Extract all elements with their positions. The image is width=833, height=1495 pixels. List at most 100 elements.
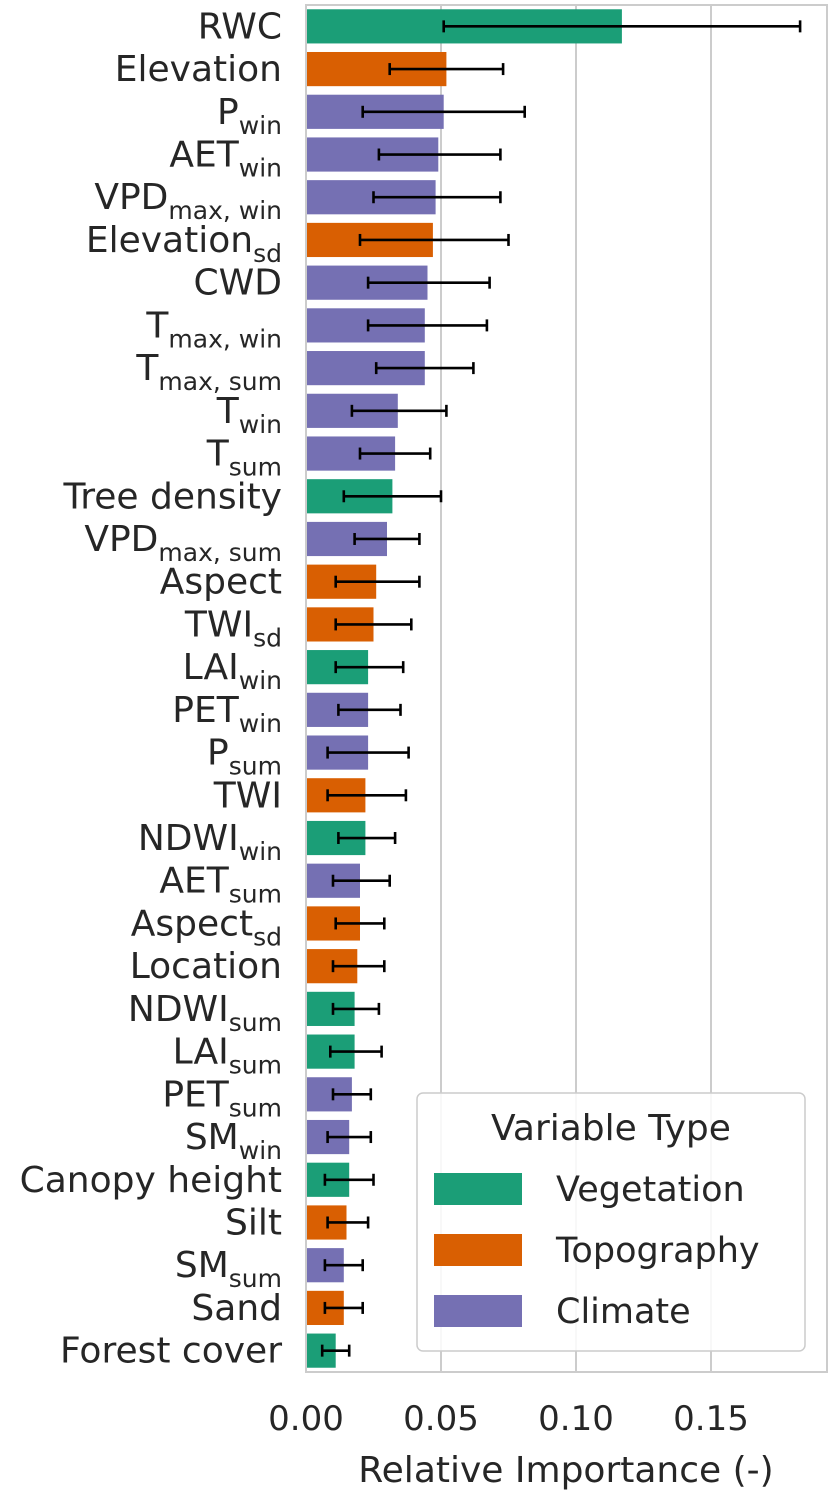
y-tick-label-24: LAIsum — [173, 1032, 282, 1080]
error-bar-8 — [374, 362, 475, 375]
y-tick-base: LAI — [183, 647, 239, 688]
y-tick-base: Canopy height — [20, 1160, 282, 1201]
error-bar-7 — [366, 319, 489, 332]
y-tick-base: T — [135, 348, 159, 389]
error-bars — [320, 20, 802, 1357]
y-tick-label-6: CWD — [194, 263, 282, 304]
y-tick-label-28: Silt — [225, 1202, 282, 1243]
y-tick-subscript: win — [239, 154, 282, 183]
y-tick-base: Forest cover — [60, 1331, 282, 1372]
y-tick-label-18: TWI — [213, 775, 282, 816]
error-bar-6 — [366, 276, 491, 289]
y-tick-subscript: win — [239, 1136, 282, 1165]
error-bar-26 — [326, 1131, 373, 1144]
y-tick-label-14: TWIsd — [184, 604, 282, 652]
y-tick-label-29: SMsum — [175, 1245, 282, 1293]
error-bar-11 — [342, 490, 443, 503]
y-tick-label-5: Elevationsd — [86, 220, 282, 268]
x-tick-label-2: 0.10 — [538, 1399, 614, 1439]
y-tick-base: CWD — [194, 263, 282, 304]
y-tick-base: AET — [159, 861, 229, 902]
y-tick-label-27: Canopy height — [20, 1160, 282, 1201]
y-tick-subscript: sd — [253, 623, 282, 652]
x-tick-label-3: 0.15 — [673, 1399, 749, 1439]
y-tick-label-21: Aspectsd — [131, 903, 282, 951]
y-tick-base: Elevation — [115, 49, 282, 90]
y-tick-base: T — [206, 434, 230, 475]
y-tick-base: Aspect — [131, 903, 253, 944]
legend-swatch-topography — [434, 1234, 522, 1266]
y-tick-subscript: win — [239, 709, 282, 738]
error-bar-13 — [334, 575, 421, 588]
error-bar-5 — [358, 233, 510, 246]
error-bar-1 — [388, 63, 505, 76]
y-tick-label-7: Tmax, win — [145, 305, 282, 353]
error-bar-24 — [328, 1045, 383, 1058]
y-tick-label-0: RWC — [198, 6, 282, 47]
y-tick-base: NDWI — [128, 989, 229, 1030]
y-tick-base: Elevation — [86, 220, 253, 261]
error-bar-31 — [320, 1344, 351, 1357]
y-tick-label-4: VPDmax, win — [94, 177, 282, 225]
x-tick-label-0: 0.00 — [268, 1399, 344, 1439]
y-tick-subscript: sum — [229, 1264, 282, 1293]
error-bar-30 — [323, 1301, 365, 1314]
y-tick-base: Silt — [225, 1202, 282, 1243]
x-axis-label: Relative Importance (-) — [358, 1450, 773, 1491]
error-bar-21 — [334, 917, 386, 930]
y-tick-subscript: win — [239, 666, 282, 695]
error-bar-2 — [361, 105, 527, 118]
y-tick-label-9: Twin — [216, 391, 282, 439]
y-tick-label-19: NDWIwin — [138, 818, 282, 866]
y-tick-base: VPD — [94, 177, 168, 218]
y-tick-base: P — [217, 92, 239, 133]
y-tick-label-31: Forest cover — [60, 1331, 282, 1372]
y-tick-base: Aspect — [160, 562, 282, 603]
error-bar-19 — [337, 832, 397, 845]
y-tick-label-10: Tsum — [206, 434, 282, 482]
y-tick-subscript: win — [239, 410, 282, 439]
y-tick-label-26: SMwin — [185, 1117, 282, 1165]
legend-box — [416, 1092, 806, 1352]
y-tick-label-15: LAIwin — [183, 647, 282, 695]
y-tick-label-13: Aspect — [160, 562, 282, 603]
legend-label-topography: Topography — [555, 1231, 760, 1271]
y-tick-subscript: max, sum — [158, 367, 282, 396]
y-tick-base: P — [207, 733, 229, 774]
y-tick-label-11: Tree density — [63, 476, 282, 517]
error-bar-28 — [326, 1216, 370, 1229]
legend-swatch-vegetation — [434, 1173, 522, 1205]
y-tick-subscript: sum — [229, 752, 282, 781]
y-tick-subscript: sum — [229, 880, 282, 909]
y-tick-label-2: Pwin — [217, 92, 282, 140]
y-tick-subscript: sum — [229, 1093, 282, 1122]
error-bar-17 — [326, 746, 410, 759]
error-bar-29 — [323, 1259, 365, 1272]
error-bar-0 — [442, 20, 802, 33]
y-tick-base: NDWI — [138, 818, 239, 859]
error-bar-4 — [372, 191, 502, 204]
y-tick-subscript: sum — [229, 453, 282, 482]
error-bar-14 — [334, 618, 413, 631]
y-tick-subscript: win — [239, 837, 282, 866]
error-bar-23 — [331, 1002, 381, 1015]
y-tick-label-22: Location — [130, 946, 282, 987]
y-tick-label-20: AETsum — [159, 861, 282, 909]
x-tick-labels: 0.00 0.05 0.10 0.15 — [268, 1399, 749, 1439]
y-tick-base: AET — [169, 135, 239, 176]
y-tick-base: TWI — [184, 604, 253, 645]
error-bar-15 — [334, 661, 405, 674]
y-tick-base: T — [145, 305, 169, 346]
y-tick-label-8: Tmax, sum — [135, 348, 282, 396]
legend-swatch-climate — [434, 1295, 522, 1327]
y-tick-subscript: sd — [253, 922, 282, 951]
legend-label-climate: Climate — [556, 1292, 691, 1332]
plot-frame — [305, 4, 828, 1373]
y-tick-subscript: sum — [229, 1008, 282, 1037]
y-tick-base: PET — [162, 1074, 229, 1115]
error-bar-25 — [331, 1088, 373, 1101]
error-bar-9 — [350, 404, 448, 417]
y-tick-base: PET — [172, 690, 239, 731]
error-bar-18 — [326, 789, 408, 802]
